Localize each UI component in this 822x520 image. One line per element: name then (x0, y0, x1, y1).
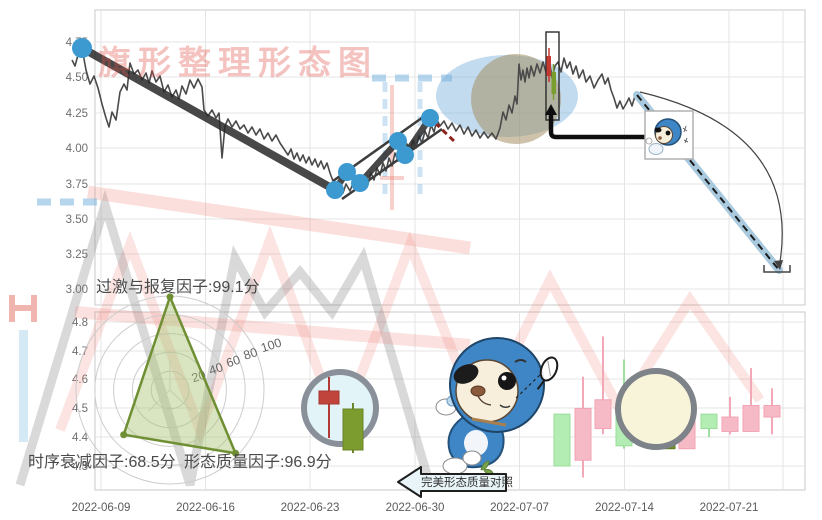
mascot-right-paw (462, 450, 482, 466)
magnifier-ring (615, 368, 697, 450)
mascot-nose (470, 385, 486, 397)
mini-mascot-body (648, 143, 664, 155)
candle-body (553, 413, 571, 467)
y-tick-label-bottom: 4.5 (72, 403, 88, 415)
reference-red-candle (318, 390, 340, 405)
pivot-dot (421, 109, 439, 127)
candle-body (574, 407, 592, 461)
radar-tick-label: 100 (259, 335, 283, 355)
projection-arc-arrowhead (774, 260, 783, 270)
y-tick-label-top: 4.00 (66, 143, 88, 155)
y-tick-label-bottom: 4.8 (72, 317, 88, 329)
pivot-dot (389, 132, 407, 150)
flag-break-red-dash (426, 114, 457, 144)
mini-mascot-eye (665, 130, 671, 136)
magnifier-string (515, 372, 543, 399)
factor-label-time-decay: 时序衰减因子:68.5分 (28, 454, 176, 471)
flagpole-trendline (78, 44, 339, 194)
mini-red-candle (546, 56, 551, 76)
magnifier-circle-right (615, 368, 697, 450)
factor-label-overshoot: 过激与报复因子:99.1分 (96, 279, 260, 296)
panel-border (94, 9, 806, 306)
radar-tick-label: 40 (207, 360, 225, 378)
radar-ring (94, 314, 246, 466)
mascot-eye (498, 372, 516, 390)
x-tick-label: 2022-07-14 (595, 502, 654, 514)
candle-body (742, 405, 760, 432)
candle-body (721, 416, 739, 432)
projection-arc (639, 91, 783, 263)
radar-tick-label: 20 (190, 368, 208, 386)
radar-vertex (120, 431, 128, 439)
y-tick-label-bottom: 4.7 (72, 346, 88, 358)
mini-mascot-box (644, 110, 694, 160)
pivot-dot (338, 163, 356, 181)
mini-mascot-nose (658, 136, 662, 140)
watermark-blue-bar (19, 330, 28, 442)
pointer-arrowhead (545, 104, 557, 115)
y-tick-label-top: 3.50 (66, 214, 88, 226)
watermark-red-band (87, 185, 471, 255)
x-tick-label: 2022-07-07 (490, 502, 549, 514)
radar-chart: 20406080100 (75, 293, 283, 485)
radar-polygon (122, 295, 237, 455)
price-chart (71, 31, 791, 274)
y-tick-label-top: 3.00 (66, 284, 88, 296)
pointer-arrow-line (548, 114, 646, 140)
watermark-gray-zigzag (15, 189, 435, 487)
candle-body (700, 413, 718, 430)
factor-label-pattern-quality: 形态质量因子:96.9分 (184, 454, 332, 471)
mascot-monocle (536, 356, 559, 390)
x-tick-label: 2022-06-16 (176, 502, 235, 514)
radar-spoke (148, 389, 171, 412)
mascot-muzzle-line (477, 395, 492, 406)
mini-green-candle (551, 72, 556, 94)
perfect-pattern-callout-arrow (397, 466, 507, 498)
monocle-handle (536, 379, 546, 390)
monocle-shine (547, 360, 551, 377)
mascot-brow-patch (453, 364, 479, 384)
pivot-dot (351, 174, 369, 192)
reference-green-candle (342, 408, 364, 451)
mascot-eye-glint (501, 375, 507, 381)
x-tick-label: 2022-06-30 (386, 502, 445, 514)
radar-ring (131, 351, 209, 429)
candle-body (594, 399, 612, 430)
magnifier-ring (301, 369, 379, 447)
y-tick-label-top: 4.25 (66, 108, 88, 120)
radar-spoke (169, 389, 192, 412)
mascot-strap (471, 417, 507, 427)
mini-sparkles (682, 125, 689, 144)
radar-ring (113, 333, 227, 447)
x-tick-label: 2022-06-09 (72, 502, 131, 514)
y-tick-label-bottom: 4.4 (72, 432, 89, 444)
perfect-pattern-callout-label: 完美形态质量对照 (421, 477, 513, 489)
radar-tick-label: 80 (242, 345, 260, 363)
x-tick-label: 2022-06-23 (281, 502, 340, 514)
candle-body (763, 405, 781, 418)
mascot-character (435, 337, 559, 475)
mascot-chest (464, 430, 488, 456)
radar-vertex (232, 449, 240, 457)
y-tick-label-bottom: 4.3 (72, 461, 88, 473)
y-tick-label-top: 3.75 (66, 179, 88, 191)
pivot-dot (396, 146, 414, 164)
mini-mascot-brow (654, 127, 662, 133)
mini-mascot-paw (645, 137, 653, 145)
radar-vertex (166, 293, 174, 301)
magnifier-circle-left (301, 369, 379, 453)
x-tick-label: 2022-07-21 (700, 502, 759, 514)
y-tick-label-top: 3.25 (66, 249, 88, 261)
mascot-mouth (499, 404, 511, 409)
pivot-dot (326, 181, 344, 199)
pivot-dot (72, 38, 92, 58)
radar-tick-label: 60 (224, 353, 242, 371)
y-tick-label-top: 4.50 (66, 72, 88, 84)
watermark-red-fragment (9, 295, 37, 322)
watermark-red-band-2 (74, 306, 471, 351)
projection-target-marker (763, 265, 791, 273)
mascot-wink-brow (514, 359, 527, 363)
